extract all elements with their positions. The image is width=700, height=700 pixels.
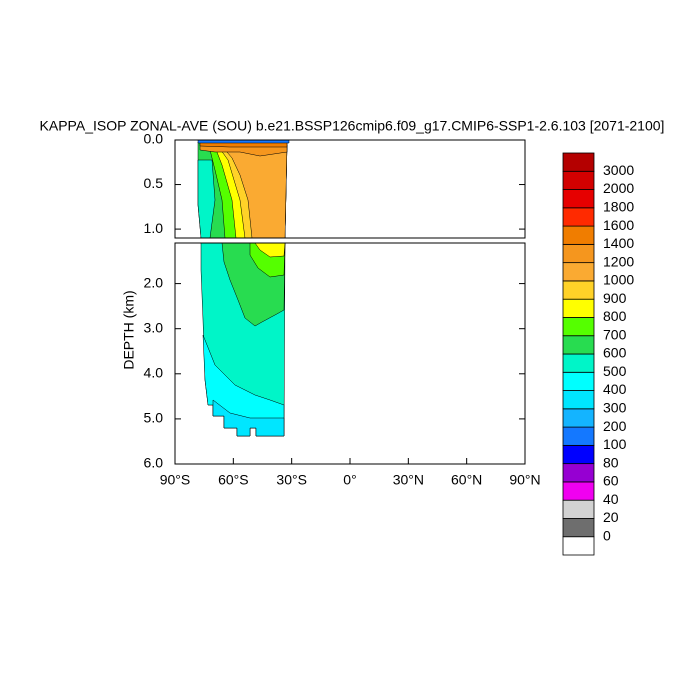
x-tick-label: 90°S	[160, 472, 191, 488]
colorbar-label: 20	[603, 509, 619, 525]
colorbar-box	[562, 518, 595, 538]
y-tick-label: 2.0	[144, 274, 164, 290]
colorbar-label: 2000	[603, 180, 634, 196]
colorbar-label: 400	[603, 381, 627, 397]
y-tick-label: 0.5	[144, 175, 164, 191]
colorbar-box	[562, 499, 595, 519]
colorbar-box	[562, 170, 595, 190]
colorbar-box	[562, 317, 595, 337]
y-tick-label: 6.0	[144, 455, 164, 471]
colorbar-label: 0	[603, 527, 611, 543]
colorbar-label: 700	[603, 326, 627, 342]
colorbar-box	[562, 298, 595, 318]
colorbar-box	[562, 390, 595, 410]
colorbar-label: 500	[603, 363, 627, 379]
colorbar-box	[562, 371, 595, 391]
y-tick-label: 3.0	[144, 319, 164, 335]
colorbar-label: 800	[603, 308, 627, 324]
y-tick-label: 1.0	[144, 220, 164, 236]
colorbar-box	[562, 152, 595, 172]
colorbar-label: 80	[603, 454, 619, 470]
x-tick-label: 60°N	[451, 472, 482, 488]
colorbar-box	[562, 335, 595, 355]
contour-region	[212, 399, 285, 437]
colorbar-label: 1200	[603, 253, 634, 269]
colorbar-box	[562, 536, 595, 556]
colorbar-box	[562, 225, 595, 245]
colorbar-box	[562, 444, 595, 465]
chart-title: KAPPA_ISOP ZONAL-AVE (SOU) b.e21.BSSP126…	[40, 118, 665, 134]
colorbar-box	[562, 408, 595, 428]
colorbar-label: 3000	[603, 162, 634, 178]
colorbar-box	[562, 463, 595, 483]
x-tick-label: 0°	[343, 472, 356, 488]
colorbar-box	[562, 243, 595, 264]
colorbar-label: 1000	[603, 272, 634, 288]
y-tick-label: 5.0	[144, 410, 164, 426]
colorbar-box	[562, 280, 595, 300]
colorbar-label: 40	[603, 491, 619, 507]
x-tick-label: 30°S	[276, 472, 307, 488]
y-tick-label: 4.0	[144, 364, 164, 380]
x-tick-label: 60°S	[218, 472, 249, 488]
colorbar-box	[562, 189, 595, 209]
colorbar-label: 200	[603, 418, 627, 434]
contour-region	[221, 144, 288, 239]
panel-frame	[174, 139, 526, 239]
colorbar-label: 900	[603, 290, 627, 306]
y-tick-label: 0.0	[144, 131, 164, 147]
colorbar-label: 1600	[603, 217, 634, 233]
colorbar-box	[562, 262, 595, 282]
x-tick-label: 30°N	[393, 472, 424, 488]
colorbar-box	[562, 207, 595, 227]
colorbar-box	[562, 426, 595, 446]
x-tick-label: 90°N	[509, 472, 540, 488]
colorbar-label: 600	[603, 345, 627, 361]
y-axis-label: DEPTH (km)	[121, 290, 137, 369]
colorbar-label: 100	[603, 436, 627, 452]
colorbar-label: 1400	[603, 235, 634, 251]
colorbar-label: 1800	[603, 199, 634, 215]
colorbar-label: 60	[603, 473, 619, 489]
colorbar-label: 300	[603, 400, 627, 416]
colorbar-box	[562, 481, 595, 501]
colorbar-box	[562, 353, 595, 373]
